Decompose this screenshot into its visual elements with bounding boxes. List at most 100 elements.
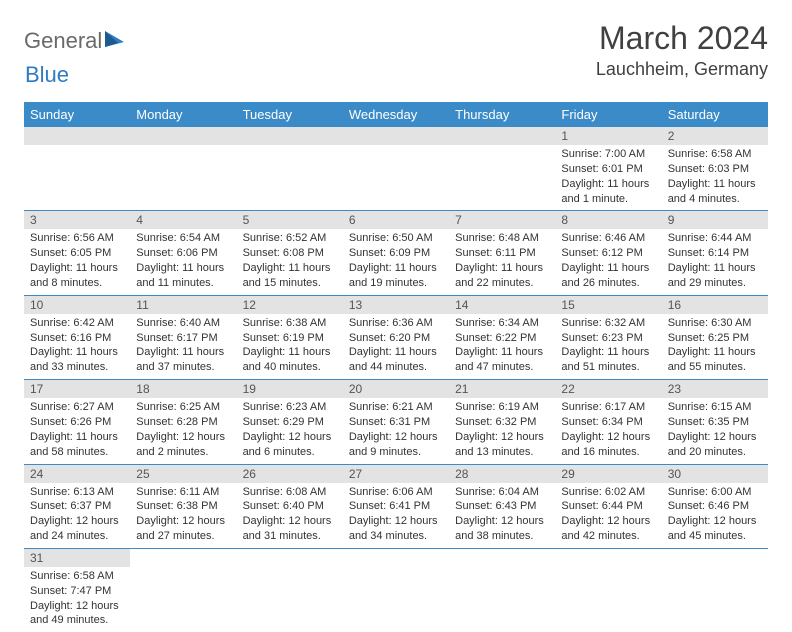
daylight-text: Daylight: 12 hours and 31 minutes. [243, 514, 337, 544]
sunset-text: Sunset: 6:41 PM [349, 499, 443, 514]
calendar-header-row: SundayMondayTuesdayWednesdayThursdayFrid… [24, 102, 768, 127]
daylight-text: Daylight: 12 hours and 42 minutes. [561, 514, 655, 544]
daylight-text: Daylight: 12 hours and 27 minutes. [136, 514, 230, 544]
calendar-day-cell: 13Sunrise: 6:36 AMSunset: 6:20 PMDayligh… [343, 295, 449, 379]
day-details: Sunrise: 6:42 AMSunset: 6:16 PMDaylight:… [24, 314, 130, 379]
day-number-empty [449, 127, 555, 145]
day-details: Sunrise: 6:19 AMSunset: 6:32 PMDaylight:… [449, 398, 555, 463]
calendar-day-cell: 2Sunrise: 6:58 AMSunset: 6:03 PMDaylight… [662, 127, 768, 211]
calendar-day-cell: 22Sunrise: 6:17 AMSunset: 6:34 PMDayligh… [555, 380, 661, 464]
daylight-text: Daylight: 11 hours and 40 minutes. [243, 345, 337, 375]
calendar-day-cell [237, 127, 343, 211]
day-number: 19 [237, 380, 343, 398]
calendar-day-cell: 21Sunrise: 6:19 AMSunset: 6:32 PMDayligh… [449, 380, 555, 464]
sunrise-text: Sunrise: 6:23 AM [243, 400, 337, 415]
day-number: 4 [130, 211, 236, 229]
daylight-text: Daylight: 12 hours and 9 minutes. [349, 430, 443, 460]
sunrise-text: Sunrise: 6:32 AM [561, 316, 655, 331]
calendar-day-cell: 20Sunrise: 6:21 AMSunset: 6:31 PMDayligh… [343, 380, 449, 464]
daylight-text: Daylight: 11 hours and 19 minutes. [349, 261, 443, 291]
sunset-text: Sunset: 6:44 PM [561, 499, 655, 514]
sunset-text: Sunset: 6:29 PM [243, 415, 337, 430]
day-details: Sunrise: 6:38 AMSunset: 6:19 PMDaylight:… [237, 314, 343, 379]
day-details: Sunrise: 6:15 AMSunset: 6:35 PMDaylight:… [662, 398, 768, 463]
sunset-text: Sunset: 6:11 PM [455, 246, 549, 261]
calendar-day-cell [130, 127, 236, 211]
sunset-text: Sunset: 6:17 PM [136, 331, 230, 346]
sunset-text: Sunset: 6:09 PM [349, 246, 443, 261]
calendar-week-row: 31Sunrise: 6:58 AMSunset: 7:47 PMDayligh… [24, 548, 768, 632]
sunset-text: Sunset: 6:20 PM [349, 331, 443, 346]
sunrise-text: Sunrise: 6:42 AM [30, 316, 124, 331]
day-details: Sunrise: 6:44 AMSunset: 6:14 PMDaylight:… [662, 229, 768, 294]
day-number: 17 [24, 380, 130, 398]
calendar-day-cell [449, 548, 555, 632]
day-details: Sunrise: 6:30 AMSunset: 6:25 PMDaylight:… [662, 314, 768, 379]
day-number: 10 [24, 296, 130, 314]
sunset-text: Sunset: 6:43 PM [455, 499, 549, 514]
day-number: 20 [343, 380, 449, 398]
sunset-text: Sunset: 6:08 PM [243, 246, 337, 261]
calendar-day-cell: 27Sunrise: 6:06 AMSunset: 6:41 PMDayligh… [343, 464, 449, 548]
day-details: Sunrise: 6:06 AMSunset: 6:41 PMDaylight:… [343, 483, 449, 548]
day-number: 6 [343, 211, 449, 229]
sunrise-text: Sunrise: 6:08 AM [243, 485, 337, 500]
day-number: 22 [555, 380, 661, 398]
day-details: Sunrise: 6:36 AMSunset: 6:20 PMDaylight:… [343, 314, 449, 379]
daylight-text: Daylight: 11 hours and 1 minute. [561, 177, 655, 207]
weekday-header: Monday [130, 102, 236, 127]
day-number: 18 [130, 380, 236, 398]
sunrise-text: Sunrise: 6:06 AM [349, 485, 443, 500]
day-details: Sunrise: 6:56 AMSunset: 6:05 PMDaylight:… [24, 229, 130, 294]
calendar-day-cell [555, 548, 661, 632]
calendar-day-cell: 9Sunrise: 6:44 AMSunset: 6:14 PMDaylight… [662, 211, 768, 295]
day-number: 1 [555, 127, 661, 145]
sunset-text: Sunset: 6:34 PM [561, 415, 655, 430]
sunrise-text: Sunrise: 6:00 AM [668, 485, 762, 500]
sunrise-text: Sunrise: 6:02 AM [561, 485, 655, 500]
sunrise-text: Sunrise: 6:13 AM [30, 485, 124, 500]
sunrise-text: Sunrise: 7:00 AM [561, 147, 655, 162]
daylight-text: Daylight: 11 hours and 47 minutes. [455, 345, 549, 375]
sunrise-text: Sunrise: 6:40 AM [136, 316, 230, 331]
daylight-text: Daylight: 12 hours and 34 minutes. [349, 514, 443, 544]
calendar-week-row: 10Sunrise: 6:42 AMSunset: 6:16 PMDayligh… [24, 295, 768, 379]
sunrise-text: Sunrise: 6:38 AM [243, 316, 337, 331]
calendar-day-cell: 25Sunrise: 6:11 AMSunset: 6:38 PMDayligh… [130, 464, 236, 548]
day-number: 14 [449, 296, 555, 314]
calendar-day-cell: 6Sunrise: 6:50 AMSunset: 6:09 PMDaylight… [343, 211, 449, 295]
day-details: Sunrise: 6:58 AMSunset: 6:03 PMDaylight:… [662, 145, 768, 210]
day-number: 2 [662, 127, 768, 145]
sunset-text: Sunset: 6:40 PM [243, 499, 337, 514]
sunrise-text: Sunrise: 6:58 AM [30, 569, 124, 584]
sunset-text: Sunset: 6:16 PM [30, 331, 124, 346]
day-details: Sunrise: 6:46 AMSunset: 6:12 PMDaylight:… [555, 229, 661, 294]
daylight-text: Daylight: 11 hours and 55 minutes. [668, 345, 762, 375]
sunrise-text: Sunrise: 6:11 AM [136, 485, 230, 500]
day-number-empty [237, 127, 343, 145]
calendar-body: 1Sunrise: 7:00 AMSunset: 6:01 PMDaylight… [24, 127, 768, 632]
calendar-day-cell: 31Sunrise: 6:58 AMSunset: 7:47 PMDayligh… [24, 548, 130, 632]
calendar-day-cell: 26Sunrise: 6:08 AMSunset: 6:40 PMDayligh… [237, 464, 343, 548]
day-number: 12 [237, 296, 343, 314]
weekday-header: Thursday [449, 102, 555, 127]
sunrise-text: Sunrise: 6:36 AM [349, 316, 443, 331]
daylight-text: Daylight: 11 hours and 11 minutes. [136, 261, 230, 291]
calendar-day-cell: 10Sunrise: 6:42 AMSunset: 6:16 PMDayligh… [24, 295, 130, 379]
daylight-text: Daylight: 11 hours and 26 minutes. [561, 261, 655, 291]
daylight-text: Daylight: 12 hours and 49 minutes. [30, 599, 124, 629]
day-number: 13 [343, 296, 449, 314]
day-number: 25 [130, 465, 236, 483]
calendar-day-cell: 8Sunrise: 6:46 AMSunset: 6:12 PMDaylight… [555, 211, 661, 295]
calendar-day-cell [130, 548, 236, 632]
calendar-day-cell: 15Sunrise: 6:32 AMSunset: 6:23 PMDayligh… [555, 295, 661, 379]
daylight-text: Daylight: 11 hours and 22 minutes. [455, 261, 549, 291]
sunset-text: Sunset: 6:12 PM [561, 246, 655, 261]
day-number: 3 [24, 211, 130, 229]
day-number: 24 [24, 465, 130, 483]
sunset-text: Sunset: 6:31 PM [349, 415, 443, 430]
sunset-text: Sunset: 6:06 PM [136, 246, 230, 261]
sunrise-text: Sunrise: 6:52 AM [243, 231, 337, 246]
sunrise-text: Sunrise: 6:54 AM [136, 231, 230, 246]
sunset-text: Sunset: 6:01 PM [561, 162, 655, 177]
